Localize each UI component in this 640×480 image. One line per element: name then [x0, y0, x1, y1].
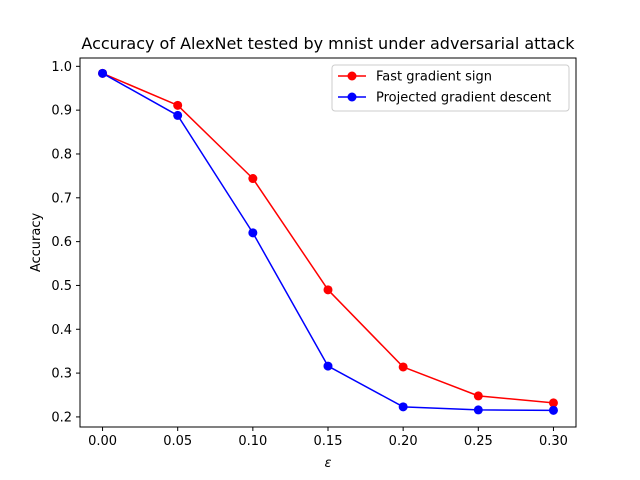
data-point-fast-gradient-sign: [473, 391, 483, 401]
data-point-fast-gradient-sign: [323, 285, 333, 295]
data-point-fast-gradient-sign: [548, 398, 558, 408]
y-tick-label: 0.3: [51, 367, 72, 382]
y-axis-label: Accuracy: [29, 213, 44, 273]
x-axis-label: ε: [324, 456, 331, 471]
legend-box: [331, 64, 570, 112]
y-tick-label: 0.4: [51, 323, 72, 338]
legend-marker-fast-gradient-sign: [347, 71, 357, 81]
x-tick-label: 0.05: [163, 434, 192, 449]
y-tick-label: 1.0: [51, 60, 72, 75]
y-tick-label: 0.5: [51, 279, 72, 294]
chart-title: Accuracy of AlexNet tested by mnist unde…: [81, 34, 575, 53]
y-tick-label: 0.2: [51, 410, 72, 425]
x-tick-label: 0.25: [464, 434, 493, 449]
x-tick-label: 0.00: [88, 434, 117, 449]
legend-label-fast-gradient-sign: Fast gradient sign: [376, 70, 492, 85]
data-point-projected-gradient-descent: [398, 402, 408, 412]
x-axis-ticks: 0.00 0.05 0.10 0.15 0.20 0.25 0.30: [88, 427, 568, 449]
data-point-fast-gradient-sign: [248, 174, 258, 184]
series-layer: [98, 68, 558, 415]
data-point-projected-gradient-descent: [548, 405, 558, 415]
data-point-projected-gradient-descent: [473, 405, 483, 415]
y-tick-label: 0.9: [51, 104, 72, 119]
x-tick-label: 0.20: [389, 434, 418, 449]
data-point-projected-gradient-descent: [173, 110, 183, 120]
series-projected-gradient-descent: [98, 68, 558, 415]
y-tick-label: 0.6: [51, 235, 72, 250]
data-point-projected-gradient-descent: [248, 228, 258, 238]
x-tick-label: 0.15: [314, 434, 343, 449]
legend: Fast gradient sign Projected gradient de…: [331, 64, 570, 112]
data-point-fast-gradient-sign: [173, 100, 183, 110]
legend-label-projected-gradient-descent: Projected gradient descent: [376, 91, 551, 106]
x-tick-label: 0.30: [539, 434, 568, 449]
y-tick-label: 0.8: [51, 147, 72, 162]
y-tick-label: 0.7: [51, 191, 72, 206]
x-tick-label: 0.10: [238, 434, 267, 449]
data-point-fast-gradient-sign: [398, 362, 408, 372]
legend-marker-projected-gradient-descent: [347, 92, 357, 102]
data-point-projected-gradient-descent: [98, 68, 108, 78]
data-point-projected-gradient-descent: [323, 361, 333, 371]
legend-entry-fast-gradient-sign: Fast gradient sign: [338, 70, 492, 85]
legend-entry-projected-gradient-descent: Projected gradient descent: [338, 91, 551, 106]
y-axis-ticks: 0.2 0.3 0.4 0.5 0.6 0.7 0.8 0.9 1.0: [51, 60, 80, 425]
